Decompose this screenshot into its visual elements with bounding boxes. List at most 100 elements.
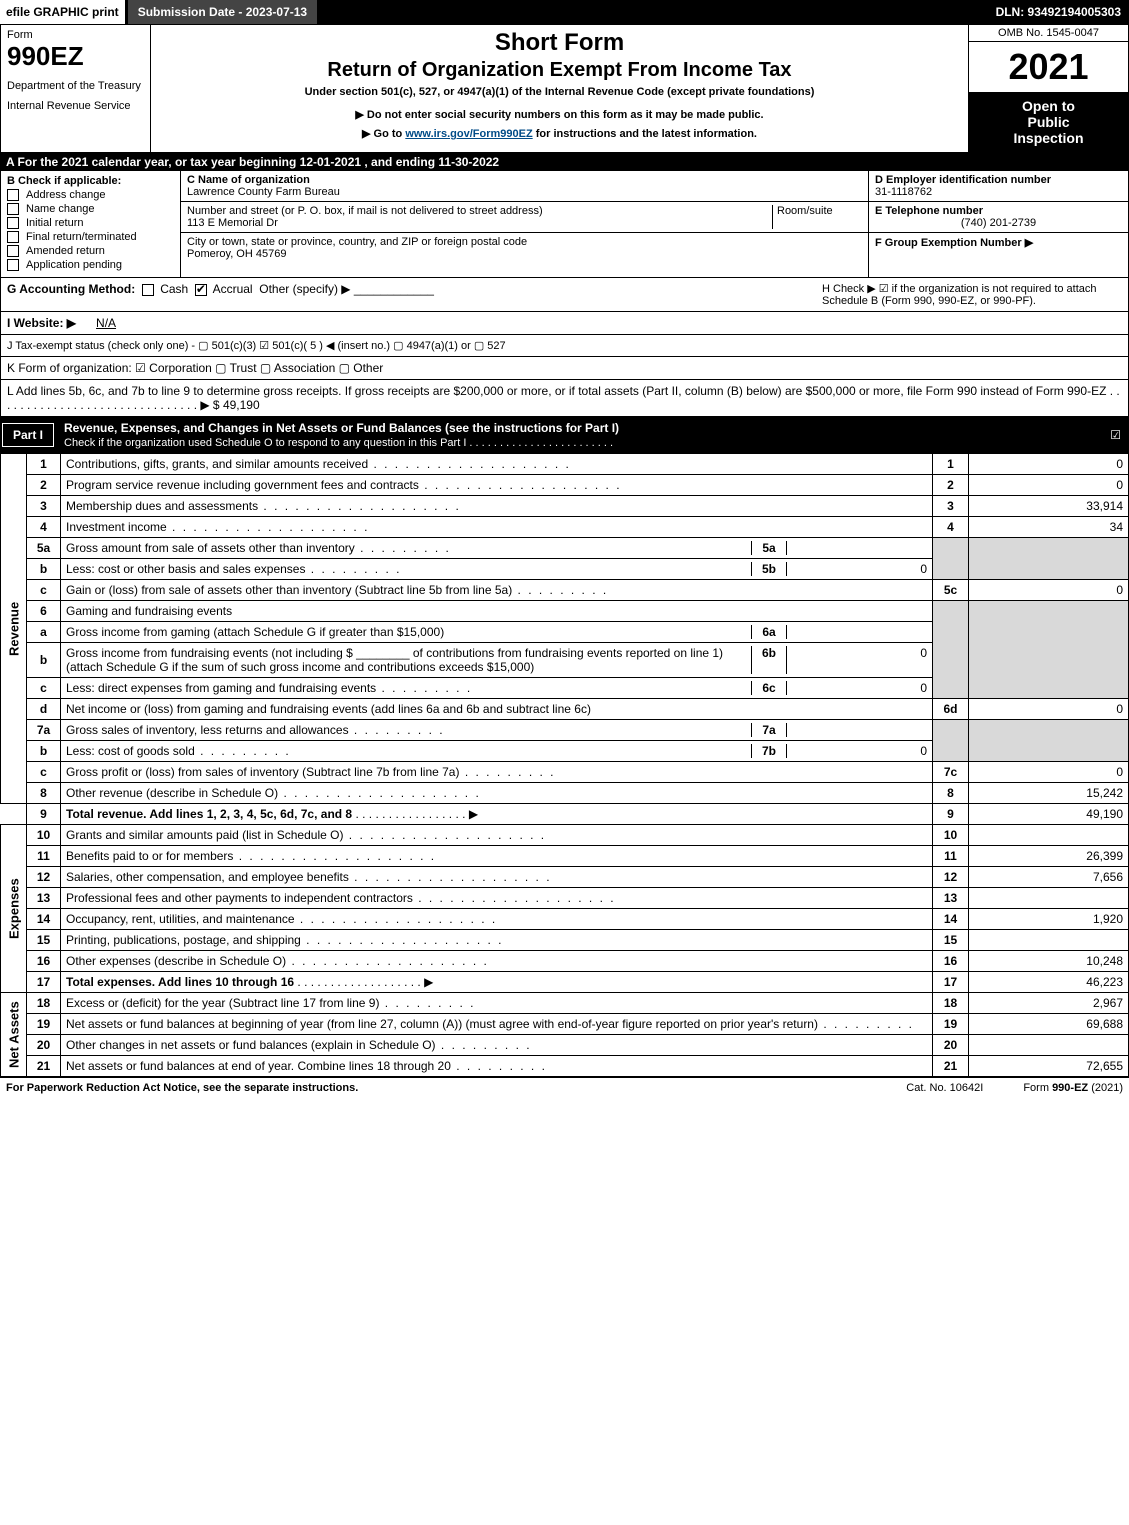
dln-label: DLN: 93492194005303 xyxy=(988,0,1129,24)
part-1-header: Part I Revenue, Expenses, and Changes in… xyxy=(0,417,1129,453)
row-g-h: G Accounting Method: Cash Accrual Other … xyxy=(0,278,1129,312)
group-exemption-label: F Group Exemption Number ▶ xyxy=(875,237,1033,249)
arrow-icon: ▶ xyxy=(424,975,433,989)
form-footer: Form 990-EZ (2021) xyxy=(1023,1082,1123,1094)
line-14: 14 Occupancy, rent, utilities, and maint… xyxy=(1,909,1129,930)
form-label: Form xyxy=(7,29,144,41)
check-icon: ☑ xyxy=(1110,428,1121,442)
cat-number: Cat. No. 10642I xyxy=(906,1082,983,1094)
address-row: Number and street (or P. O. box, if mail… xyxy=(181,202,868,233)
line-12: 12 Salaries, other compensation, and emp… xyxy=(1,867,1129,888)
line-10: Expenses 10 Grants and similar amounts p… xyxy=(1,825,1129,846)
line-16: 16 Other expenses (describe in Schedule … xyxy=(1,951,1129,972)
line-6d: d Net income or (loss) from gaming and f… xyxy=(1,699,1129,720)
line-6: 6 Gaming and fundraising events xyxy=(1,601,1129,622)
line-19: 19 Net assets or fund balances at beginn… xyxy=(1,1014,1129,1035)
line-4: 4 Investment income 4 34 xyxy=(1,517,1129,538)
checkbox-icon[interactable] xyxy=(7,231,19,243)
website-value: N/A xyxy=(96,316,116,330)
line-1: Revenue 1 Contributions, gifts, grants, … xyxy=(1,454,1129,475)
goto-link[interactable]: www.irs.gov/Form990EZ xyxy=(405,128,532,140)
form-header: Form 990EZ Department of the Treasury In… xyxy=(0,24,1129,153)
short-form-title: Short Form xyxy=(159,29,960,57)
revenue-vlabel: Revenue xyxy=(1,454,27,804)
tax-year: 2021 xyxy=(969,42,1128,92)
open-line2: Public xyxy=(973,114,1124,130)
line-9: 9 Total revenue. Add lines 1, 2, 3, 4, 5… xyxy=(1,804,1129,825)
under-section: Under section 501(c), 527, or 4947(a)(1)… xyxy=(159,86,960,98)
submission-date: Submission Date - 2023-07-13 xyxy=(128,0,317,24)
part-1-subtitle: Check if the organization used Schedule … xyxy=(64,437,613,449)
row-k-form-org: K Form of organization: ☑ Corporation ▢ … xyxy=(0,357,1129,380)
open-line3: Inspection xyxy=(973,130,1124,146)
paperwork-notice: For Paperwork Reduction Act Notice, see … xyxy=(6,1082,866,1094)
chk-initial-return[interactable]: Initial return xyxy=(7,217,174,229)
line-5a: 5a Gross amount from sale of assets othe… xyxy=(1,538,1129,559)
line-21: 21 Net assets or fund balances at end of… xyxy=(1,1056,1129,1077)
address-value: 113 E Memorial Dr xyxy=(187,217,772,229)
section-a-tax-year: A For the 2021 calendar year, or tax yea… xyxy=(0,153,1129,171)
expenses-vlabel: Expenses xyxy=(1,825,27,993)
row-l-gross-receipts: L Add lines 5b, 6c, and 7b to line 9 to … xyxy=(0,380,1129,417)
arrow-icon: ▶ xyxy=(469,807,478,821)
org-name-label: C Name of organization xyxy=(187,174,310,186)
checkbox-icon[interactable] xyxy=(7,217,19,229)
goto-suffix: for instructions and the latest informat… xyxy=(536,128,757,140)
line-5c: c Gain or (loss) from sale of assets oth… xyxy=(1,580,1129,601)
column-c: C Name of organization Lawrence County F… xyxy=(181,171,868,277)
website-label: I Website: ▶ xyxy=(7,316,76,330)
checkbox-icon[interactable] xyxy=(195,284,207,296)
chk-application-pending[interactable]: Application pending xyxy=(7,259,174,271)
line-11: 11 Benefits paid to or for members 11 26… xyxy=(1,846,1129,867)
checkbox-icon[interactable] xyxy=(142,284,154,296)
header-right: OMB No. 1545-0047 2021 Open to Public In… xyxy=(968,25,1128,152)
phone-label: E Telephone number xyxy=(875,205,983,217)
form-number: 990EZ xyxy=(7,41,144,72)
header-left: Form 990EZ Department of the Treasury In… xyxy=(1,25,151,152)
chk-address-change[interactable]: Address change xyxy=(7,189,174,201)
line-2: 2 Program service revenue including gove… xyxy=(1,475,1129,496)
ein-label: D Employer identification number xyxy=(875,174,1051,186)
open-line1: Open to xyxy=(973,98,1124,114)
checkbox-icon[interactable] xyxy=(7,203,19,215)
checkbox-icon[interactable] xyxy=(7,259,19,271)
return-title: Return of Organization Exempt From Incom… xyxy=(159,59,960,82)
col-b-title: B Check if applicable: xyxy=(7,175,174,187)
column-b: B Check if applicable: Address change Na… xyxy=(1,171,181,277)
line-15: 15 Printing, publications, postage, and … xyxy=(1,930,1129,951)
chk-amended-return[interactable]: Amended return xyxy=(7,245,174,257)
city-value: Pomeroy, OH 45769 xyxy=(187,248,862,260)
column-def: D Employer identification number 31-1118… xyxy=(868,171,1128,277)
room-suite-label: Room/suite xyxy=(772,205,862,229)
efile-print-label[interactable]: efile GRAPHIC print xyxy=(0,0,125,24)
top-bar: efile GRAPHIC print Submission Date - 20… xyxy=(0,0,1129,24)
row-i: I Website: ▶ N/A xyxy=(0,312,1129,335)
omb-number: OMB No. 1545-0047 xyxy=(969,25,1128,42)
line-20: 20 Other changes in net assets or fund b… xyxy=(1,1035,1129,1056)
part-1-tag: Part I xyxy=(2,423,54,447)
line-7a: 7a Gross sales of inventory, less return… xyxy=(1,720,1129,741)
chk-final-return[interactable]: Final return/terminated xyxy=(7,231,174,243)
city-label: City or town, state or province, country… xyxy=(187,236,527,248)
line-3: 3 Membership dues and assessments 3 33,9… xyxy=(1,496,1129,517)
row-l-text: L Add lines 5b, 6c, and 7b to line 9 to … xyxy=(7,384,1120,412)
phone-value: (740) 201-2739 xyxy=(875,217,1122,229)
ein-row: D Employer identification number 31-1118… xyxy=(869,171,1128,202)
row-j-tax-exempt: J Tax-exempt status (check only one) - ▢… xyxy=(0,335,1129,357)
phone-row: E Telephone number (740) 201-2739 xyxy=(869,202,1128,233)
city-row: City or town, state or province, country… xyxy=(181,233,868,263)
org-name-row: C Name of organization Lawrence County F… xyxy=(181,171,868,202)
accounting-method: G Accounting Method: Cash Accrual Other … xyxy=(7,282,802,307)
header-center: Short Form Return of Organization Exempt… xyxy=(151,25,968,152)
page-footer: For Paperwork Reduction Act Notice, see … xyxy=(0,1077,1129,1098)
goto-prefix: ▶ Go to xyxy=(362,128,405,140)
netassets-vlabel: Net Assets xyxy=(1,993,27,1077)
chk-name-change[interactable]: Name change xyxy=(7,203,174,215)
ssn-warning: ▶ Do not enter social security numbers o… xyxy=(159,108,960,121)
org-name-value: Lawrence County Farm Bureau xyxy=(187,186,862,198)
checkbox-icon[interactable] xyxy=(7,245,19,257)
g-label: G Accounting Method: xyxy=(7,282,135,296)
line-17: 17 Total expenses. Add lines 10 through … xyxy=(1,972,1129,993)
checkbox-icon[interactable] xyxy=(7,189,19,201)
group-exemption-row: F Group Exemption Number ▶ xyxy=(869,233,1128,277)
